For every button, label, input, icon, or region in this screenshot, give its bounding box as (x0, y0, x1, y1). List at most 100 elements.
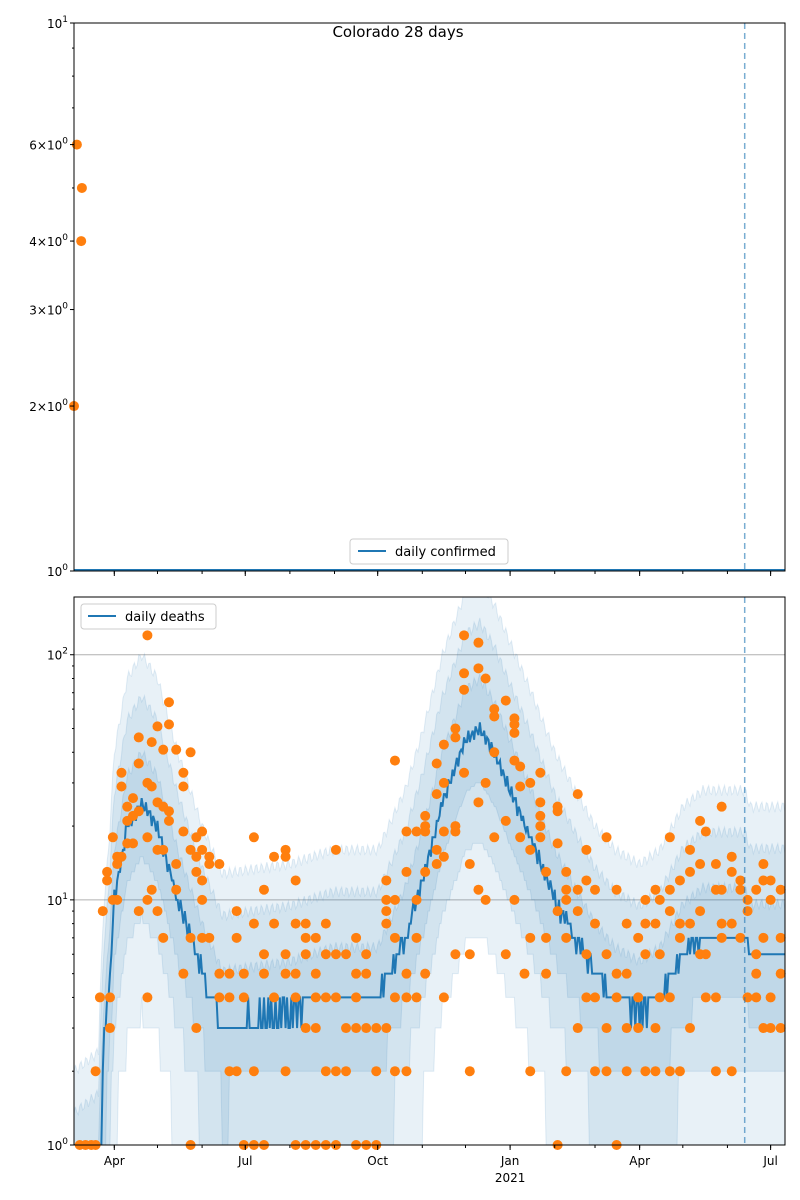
data-point (389, 894, 400, 905)
data-point (280, 1066, 291, 1077)
data-point (171, 744, 182, 755)
data-point (716, 801, 727, 812)
data-point (541, 932, 552, 943)
data-point (611, 992, 622, 1003)
data-point (231, 1066, 242, 1077)
data-point (464, 949, 475, 960)
data-point (735, 932, 746, 943)
data-point (509, 719, 520, 730)
data-point (371, 1023, 382, 1034)
data-point (640, 1066, 651, 1077)
data-point (650, 1066, 661, 1077)
data-point (310, 968, 321, 979)
data-point (94, 992, 105, 1003)
data-point (464, 859, 475, 870)
data-point (142, 832, 153, 843)
data-point (269, 918, 280, 929)
data-point (300, 1023, 311, 1034)
y-tick-label: 100 (47, 1137, 68, 1153)
data-point (191, 866, 202, 877)
data-point (330, 949, 341, 960)
data-point (258, 884, 269, 895)
data-point (178, 767, 189, 778)
data-point (765, 875, 776, 886)
data-point (581, 844, 592, 855)
data-point (361, 1023, 372, 1034)
data-point (371, 1066, 382, 1077)
data-point (775, 1023, 786, 1034)
data-point (758, 859, 769, 870)
data-point (224, 968, 235, 979)
data-point (401, 968, 412, 979)
data-point (269, 851, 280, 862)
data-point (104, 1023, 115, 1034)
data-point (248, 1066, 259, 1077)
x-tick-label: Apr (104, 1154, 125, 1168)
data-point (341, 949, 352, 960)
data-point (310, 992, 321, 1003)
data-point (572, 789, 583, 800)
data-point (133, 732, 144, 743)
data-point (674, 1066, 685, 1077)
data-point (411, 826, 422, 837)
data-point (674, 875, 685, 886)
top-legend: daily confirmed (349, 538, 509, 565)
data-point (361, 949, 372, 960)
bottom-panel-daily-deaths: 100 101 102 Apr Jul Oct Jan 2021 Apr Jul (47, 596, 786, 1185)
data-point (480, 673, 491, 684)
data-point (535, 821, 546, 832)
plot-frame (73, 22, 786, 572)
data-point (765, 992, 776, 1003)
data-point (664, 884, 675, 895)
data-point (248, 832, 259, 843)
data-point (116, 781, 127, 792)
data-point (204, 932, 215, 943)
y-tick-label: 101 (47, 15, 68, 31)
data-point (590, 1066, 601, 1077)
data-point (231, 906, 242, 917)
data-point (765, 894, 776, 905)
data-point (775, 884, 786, 895)
data-point (758, 875, 769, 886)
data-point (601, 949, 612, 960)
data-point (102, 866, 113, 877)
bottom-legend: daily deaths (80, 603, 217, 630)
data-point (320, 918, 331, 929)
data-point (650, 918, 661, 929)
data-point (171, 884, 182, 895)
y-tick-label: 4×100 (29, 233, 68, 249)
data-point (685, 866, 696, 877)
data-point (112, 859, 123, 870)
data-point (489, 711, 500, 722)
data-point (572, 906, 583, 917)
data-point (420, 810, 431, 821)
data-point (361, 968, 372, 979)
data-point (716, 932, 727, 943)
data-point (519, 968, 530, 979)
data-point (341, 1066, 352, 1077)
data-point (633, 1023, 644, 1034)
data-point (258, 968, 269, 979)
data-point (280, 968, 291, 979)
x-tick-label: Oct (367, 1154, 388, 1168)
data-point (775, 968, 786, 979)
data-point (758, 1023, 769, 1034)
data-point (290, 968, 301, 979)
data-point (664, 832, 675, 843)
data-point (258, 949, 269, 960)
y-tick-label: 100 (47, 563, 68, 579)
chart-title: Colorado 28 days (332, 23, 463, 41)
data-point (178, 968, 189, 979)
x-tick-label: Jul (237, 1154, 252, 1168)
data-point (601, 832, 612, 843)
data-point (163, 697, 174, 708)
data-point (438, 739, 449, 750)
data-point (552, 801, 563, 812)
data-point (450, 723, 461, 734)
data-point (450, 826, 461, 837)
data-point (500, 949, 511, 960)
data-point (290, 992, 301, 1003)
data-point (76, 236, 87, 247)
data-point (204, 859, 215, 870)
data-point (142, 630, 153, 641)
